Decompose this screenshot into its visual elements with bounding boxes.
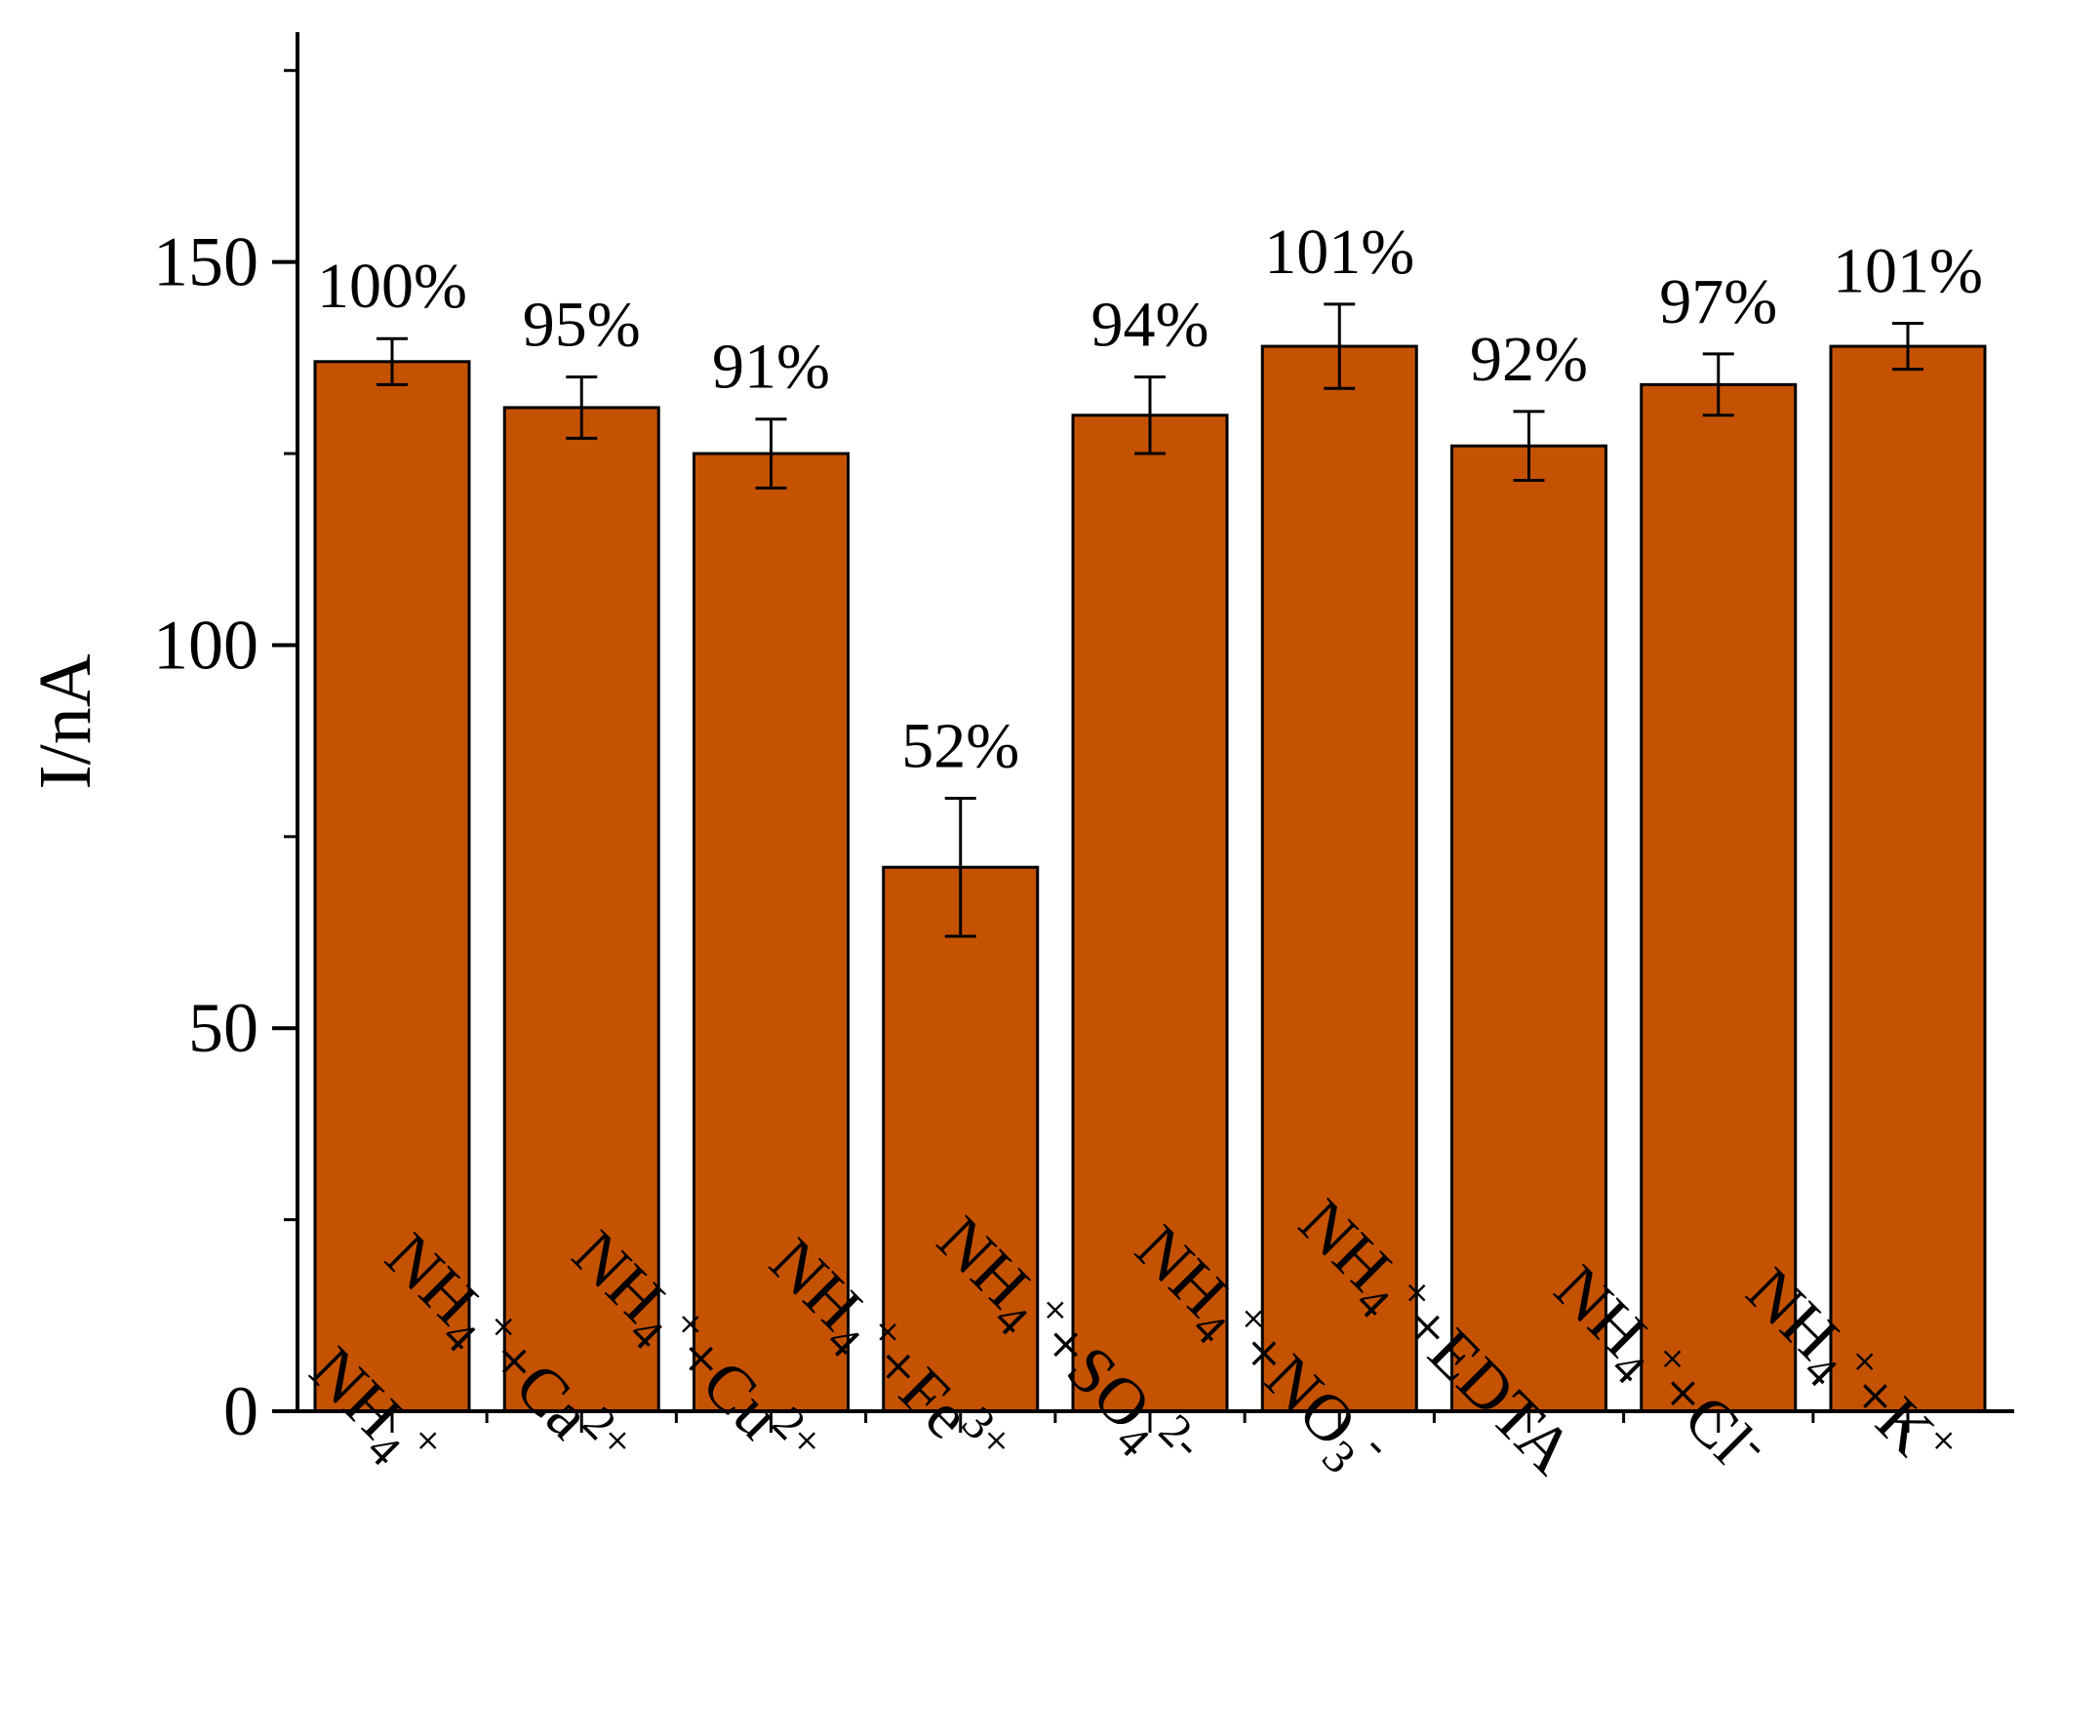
category-labels-layer: NH4+NH4++Ca2+NH4++Cu2+NH4++Fe3+NH4++SO42… <box>297 1185 1971 1488</box>
data-label: 95% <box>523 290 641 361</box>
error-bars-layer <box>376 302 1923 938</box>
y-tick-label: 150 <box>153 223 258 301</box>
bar <box>502 406 660 1413</box>
axes-layer <box>272 32 2014 1433</box>
bar <box>1829 344 1987 1413</box>
data-label: 101% <box>1833 236 1983 307</box>
data-label: 92% <box>1470 324 1588 395</box>
y-tick-label: 50 <box>188 989 258 1067</box>
y-tick-label: 0 <box>223 1372 258 1450</box>
data-label: 91% <box>712 332 830 403</box>
tick-labels-layer: 0 50 100 150 <box>153 223 258 1450</box>
data-label: 97% <box>1659 266 1777 337</box>
bar <box>882 865 1040 1413</box>
y-tick-label: 100 <box>153 606 258 684</box>
data-label: 100% <box>317 251 467 322</box>
bars-layer <box>313 344 1987 1413</box>
data-label: 94% <box>1091 290 1209 361</box>
bar <box>1640 382 1798 1413</box>
data-label: 101% <box>1264 217 1414 288</box>
data-labels-layer: 100% 95% 91% 52% 94% 101% 92% 97% 101% <box>317 217 1983 782</box>
bar <box>1071 414 1229 1413</box>
y-axis-title: I/nA <box>24 653 106 789</box>
bar <box>1260 344 1418 1413</box>
bar <box>313 360 471 1413</box>
data-label: 52% <box>901 711 1019 782</box>
